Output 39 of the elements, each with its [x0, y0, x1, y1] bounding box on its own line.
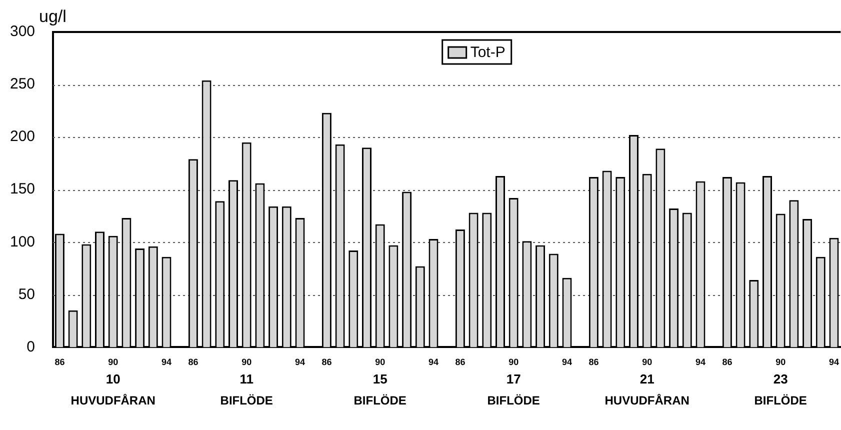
y-tick-label: 300: [10, 23, 36, 40]
text: 21: [640, 371, 654, 386]
y-tick-label: 250: [10, 76, 36, 93]
legend-label: Tot-P: [470, 44, 506, 62]
x-tick-label: 90: [375, 357, 386, 368]
text: 11: [240, 371, 254, 386]
y-axis-title: ug/l: [39, 7, 66, 26]
text: HUVUDFÅRAN: [604, 394, 690, 408]
x-tick-label: 94: [562, 357, 572, 368]
text: 10: [106, 371, 120, 386]
text: 23: [773, 371, 788, 386]
y-tick-label: 0: [26, 338, 36, 356]
text: BIFLÖDE: [220, 394, 273, 408]
text: BIFLÖDE: [354, 394, 406, 408]
text: BIFLÖDE: [487, 394, 540, 408]
y-tick-label: 100: [10, 233, 36, 250]
x-tick-label: 94: [428, 357, 439, 368]
text: 15: [372, 371, 388, 386]
x-tick-label: 90: [776, 357, 786, 368]
x-tick-label: 86: [188, 357, 198, 368]
x-tick-label: 86: [54, 357, 65, 368]
x-tick-label: 90: [508, 357, 519, 368]
x-tick-label: 86: [455, 357, 466, 368]
x-tick-label: 86: [722, 357, 732, 368]
x-tick-label: 90: [108, 357, 118, 368]
text: 17: [506, 371, 521, 386]
x-tick-label: 90: [242, 357, 252, 368]
y-tick-label: 200: [10, 128, 36, 146]
text: HUVUDFÅRAN: [70, 394, 156, 408]
y-tick-label: 50: [18, 286, 36, 303]
x-tick-label: 94: [161, 357, 172, 368]
x-tick-label: 90: [642, 357, 652, 368]
y-tick-label: 150: [10, 180, 36, 198]
x-tick-label: 94: [695, 357, 706, 368]
text: BIFLÖDE: [754, 394, 807, 408]
x-tick-label: 86: [322, 357, 332, 368]
x-tick-label: 86: [588, 357, 599, 368]
x-tick-label: 94: [294, 357, 306, 368]
x-tick-label: 94: [828, 357, 839, 368]
